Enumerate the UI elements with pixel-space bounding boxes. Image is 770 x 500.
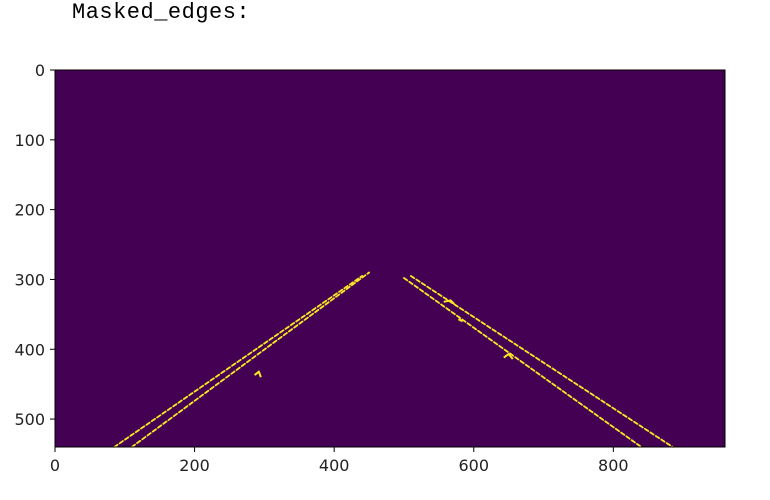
x-tick-label: 200	[179, 456, 210, 475]
y-tick-label: 500	[14, 410, 45, 429]
y-tick-label: 0	[35, 61, 45, 80]
axes-frame	[54, 69, 726, 448]
x-tick-label: 800	[598, 456, 629, 475]
y-tick-label: 200	[14, 201, 45, 220]
right-outer-edge	[409, 275, 674, 448]
x-tick-label: 600	[458, 456, 489, 475]
right-inner-edge	[403, 277, 643, 448]
left-outer-edge	[113, 275, 364, 448]
output-label: Masked_edges:	[72, 0, 251, 25]
y-tick-label: 400	[14, 340, 45, 359]
blob-right-upper	[443, 299, 455, 305]
edges-layer	[113, 271, 674, 448]
y-tick-label: 100	[14, 131, 45, 150]
left-inner-edge	[130, 271, 371, 448]
image-background	[55, 70, 725, 447]
x-tick-label: 400	[319, 456, 350, 475]
plot-area	[55, 70, 725, 447]
blob-left	[253, 370, 262, 378]
blob-right-lower	[503, 353, 514, 360]
x-tick-label: 0	[50, 456, 60, 475]
y-tick-label: 300	[14, 270, 45, 289]
blob-right-mid	[457, 318, 464, 323]
axes-layer: 0 200 400 600 800 0 100 200 300 400 500	[14, 61, 726, 475]
